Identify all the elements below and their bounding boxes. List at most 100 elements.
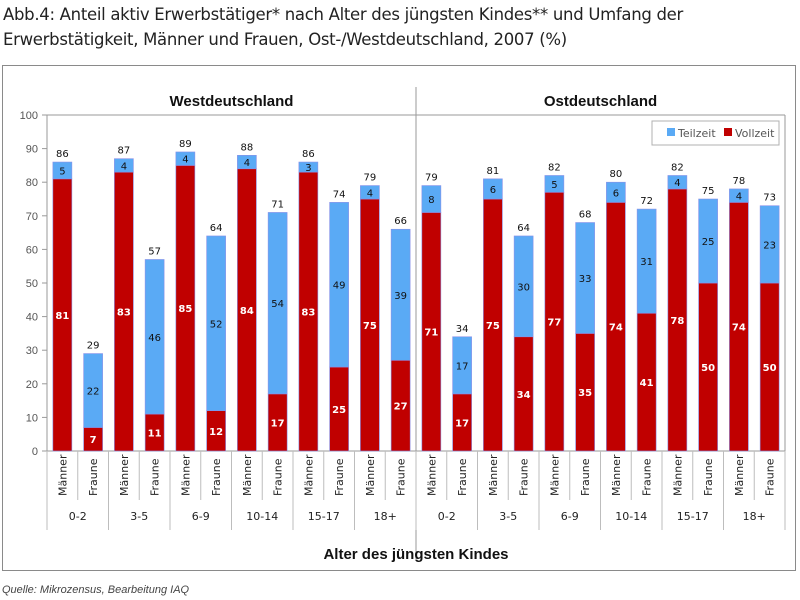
panel-title-ost: Ostdeutschland bbox=[544, 93, 657, 110]
sex-tick-label: Männer bbox=[179, 454, 192, 496]
data-label-vollzeit: 84 bbox=[240, 306, 254, 317]
chart-frame bbox=[2, 65, 796, 571]
data-label-vollzeit: 35 bbox=[578, 388, 592, 399]
y-tick-label: 70 bbox=[26, 211, 38, 223]
data-label-vollzeit: 7 bbox=[90, 435, 97, 446]
data-label-vollzeit: 81 bbox=[55, 311, 69, 322]
data-label-vollzeit: 17 bbox=[271, 418, 285, 429]
sex-tick-label: Männer bbox=[241, 454, 254, 496]
data-label-vollzeit: 78 bbox=[670, 316, 684, 327]
sex-tick-label: Fraune bbox=[87, 458, 100, 496]
data-label-teilzeit: 30 bbox=[517, 282, 530, 293]
sex-tick-label: Männer bbox=[671, 454, 684, 496]
sex-tick-label: Fraune bbox=[149, 458, 162, 496]
age-group-label: 6-9 bbox=[561, 510, 579, 523]
title-line-1: Abb.4: Anteil aktiv Erwerbstätiger* nach… bbox=[3, 5, 683, 24]
data-label-teilzeit: 4 bbox=[121, 161, 127, 172]
y-tick-label: 60 bbox=[26, 244, 38, 256]
data-label-teilzeit: 46 bbox=[148, 333, 161, 344]
figure-title: Abb.4: Anteil aktiv Erwerbstätiger* nach… bbox=[3, 2, 798, 52]
age-group-label: 18+ bbox=[743, 510, 766, 523]
data-label-total: 57 bbox=[148, 246, 161, 257]
data-label-total: 82 bbox=[671, 162, 684, 173]
sex-tick-label: Männer bbox=[610, 454, 623, 496]
age-group-label: 10-14 bbox=[246, 510, 278, 523]
data-label-total: 72 bbox=[640, 196, 653, 207]
bar-teilzeit bbox=[729, 188, 749, 203]
y-tick-label: 50 bbox=[26, 278, 38, 290]
bar-teilzeit bbox=[52, 161, 73, 180]
y-tick-label: 20 bbox=[26, 379, 38, 391]
data-label-teilzeit: 52 bbox=[210, 319, 223, 330]
bar-teilzeit bbox=[452, 336, 472, 395]
data-label-teilzeit: 4 bbox=[244, 158, 250, 169]
data-label-total: 79 bbox=[425, 173, 438, 184]
data-label-teilzeit: 39 bbox=[394, 291, 407, 302]
legend-swatch-teilzeit bbox=[667, 128, 675, 136]
bar-teilzeit bbox=[575, 222, 595, 334]
y-tick-label: 30 bbox=[26, 345, 38, 357]
data-label-vollzeit: 27 bbox=[394, 402, 408, 413]
bar-teilzeit bbox=[513, 235, 534, 338]
data-label-total: 82 bbox=[548, 162, 561, 173]
bar-teilzeit bbox=[421, 185, 442, 213]
age-group-label: 10-14 bbox=[615, 510, 647, 523]
data-label-teilzeit: 6 bbox=[490, 185, 496, 196]
age-group-label: 15-17 bbox=[308, 510, 340, 523]
sex-tick-label: Fraune bbox=[456, 458, 469, 496]
data-label-total: 34 bbox=[456, 324, 469, 335]
y-tick-label: 80 bbox=[26, 177, 38, 189]
panel-title-west: Westdeutschland bbox=[170, 93, 294, 110]
sex-tick-label: Fraune bbox=[702, 458, 715, 496]
age-group-label: 18+ bbox=[374, 510, 397, 523]
data-label-vollzeit: 50 bbox=[701, 363, 715, 374]
source-note: Quelle: Mikrozensus, Bearbeitung IAQ bbox=[2, 584, 190, 596]
sex-tick-label: Fraune bbox=[764, 458, 777, 496]
bar-teilzeit bbox=[544, 175, 565, 193]
data-label-vollzeit: 74 bbox=[732, 323, 746, 334]
data-label-vollzeit: 71 bbox=[424, 328, 438, 339]
legend: Teilzeit Vollzeit bbox=[651, 120, 780, 146]
sex-tick-label: Fraune bbox=[518, 458, 531, 496]
data-label-teilzeit: 5 bbox=[59, 166, 65, 177]
data-label-teilzeit: 54 bbox=[271, 299, 284, 310]
sex-tick-label: Fraune bbox=[579, 458, 592, 496]
y-tick-label: 40 bbox=[26, 312, 38, 324]
sex-tick-label: Fraune bbox=[272, 458, 285, 496]
data-label-total: 81 bbox=[487, 166, 500, 177]
data-label-teilzeit: 4 bbox=[182, 155, 188, 166]
data-label-total: 78 bbox=[733, 176, 746, 187]
data-label-total: 87 bbox=[118, 146, 131, 157]
bar-teilzeit bbox=[483, 178, 503, 200]
data-label-total: 86 bbox=[56, 149, 69, 160]
data-label-vollzeit: 50 bbox=[763, 363, 777, 374]
sex-tick-label: Männer bbox=[425, 454, 438, 496]
data-label-total: 68 bbox=[579, 210, 592, 221]
bar-teilzeit bbox=[267, 212, 288, 395]
age-group-label: 0-2 bbox=[438, 510, 456, 523]
data-label-vollzeit: 85 bbox=[178, 304, 192, 315]
data-label-teilzeit: 31 bbox=[640, 257, 653, 268]
data-label-total: 64 bbox=[517, 223, 530, 234]
sex-tick-label: Männer bbox=[118, 454, 131, 496]
age-group-label: 0-2 bbox=[69, 510, 87, 523]
data-label-vollzeit: 12 bbox=[209, 427, 223, 438]
data-label-total: 71 bbox=[271, 199, 284, 210]
bar-teilzeit bbox=[175, 151, 196, 166]
data-label-total: 29 bbox=[87, 341, 100, 352]
data-label-teilzeit: 3 bbox=[305, 163, 311, 174]
bar-teilzeit bbox=[390, 228, 411, 361]
age-group-label: 15-17 bbox=[677, 510, 709, 523]
data-label-vollzeit: 41 bbox=[640, 378, 654, 389]
y-tick-label: 100 bbox=[20, 110, 38, 122]
data-label-vollzeit: 11 bbox=[148, 429, 162, 440]
data-label-vollzeit: 75 bbox=[363, 321, 377, 332]
bar-teilzeit bbox=[206, 235, 226, 411]
data-label-total: 89 bbox=[179, 139, 192, 150]
age-group-label: 3-5 bbox=[499, 510, 517, 523]
y-tick-label: 10 bbox=[26, 412, 38, 424]
sex-tick-label: Männer bbox=[364, 454, 377, 496]
data-label-total: 66 bbox=[394, 216, 407, 227]
data-label-vollzeit: 34 bbox=[517, 390, 531, 401]
bar-teilzeit bbox=[636, 208, 657, 314]
